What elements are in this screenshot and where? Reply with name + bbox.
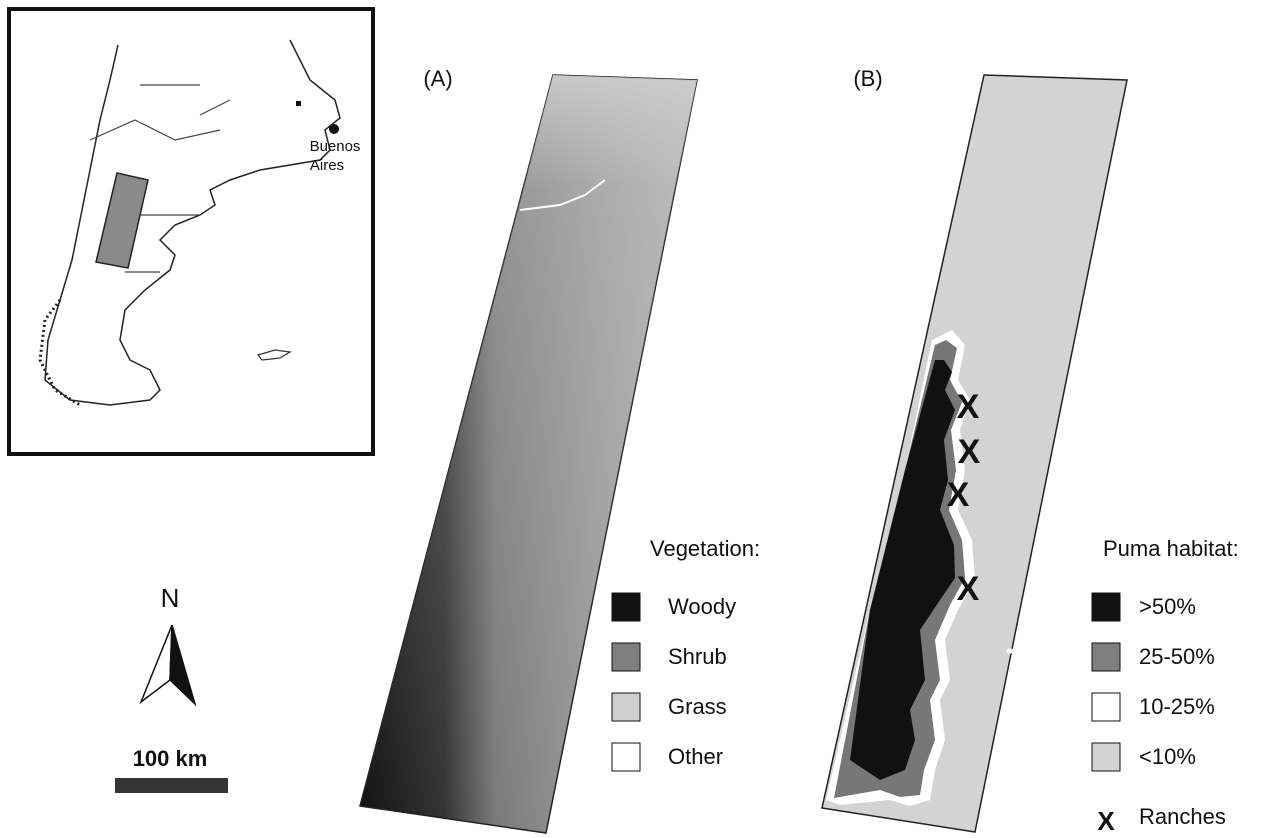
legend-item: Shrub — [668, 644, 727, 669]
north-arrow: N — [141, 583, 195, 704]
panel-label: (B) — [853, 66, 882, 91]
legend-item: 25-50% — [1139, 644, 1215, 669]
legend-item: 10-25% — [1139, 694, 1215, 719]
ranch-marker: X — [957, 388, 980, 426]
ranch-marker: X — [958, 433, 981, 471]
ranch-marker: X — [957, 570, 980, 608]
legend-item: >50% — [1139, 594, 1196, 619]
legend-item: <10% — [1139, 744, 1196, 769]
legend-item: Woody — [668, 594, 736, 619]
city-label: Buenos — [310, 138, 361, 155]
figure: Buenos Aires N 100 km (A) Vegetation: Wo… — [0, 0, 1269, 838]
scale-label: 100 km — [133, 746, 208, 771]
panel-b: (B) X X X X Puma habitat: >50% 25-50% 10… — [822, 66, 1239, 836]
panel-label: (A) — [423, 66, 452, 91]
legend-marker: X — [1097, 806, 1115, 836]
legend-item: Grass — [668, 694, 727, 719]
north-label: N — [161, 583, 180, 613]
ranch-marker: X — [947, 476, 970, 514]
city-label: Aires — [310, 157, 344, 174]
legend-title: Vegetation: — [650, 536, 760, 561]
legend-title: Puma habitat: — [1103, 536, 1239, 561]
scale-bar: 100 km — [115, 746, 228, 793]
panel-a: (A) Vegetation: Woody Shrub Grass Other — [360, 66, 760, 833]
legend-item: Other — [668, 744, 723, 769]
legend-item: Ranches — [1139, 804, 1226, 829]
inset-map: Buenos Aires — [9, 9, 373, 454]
